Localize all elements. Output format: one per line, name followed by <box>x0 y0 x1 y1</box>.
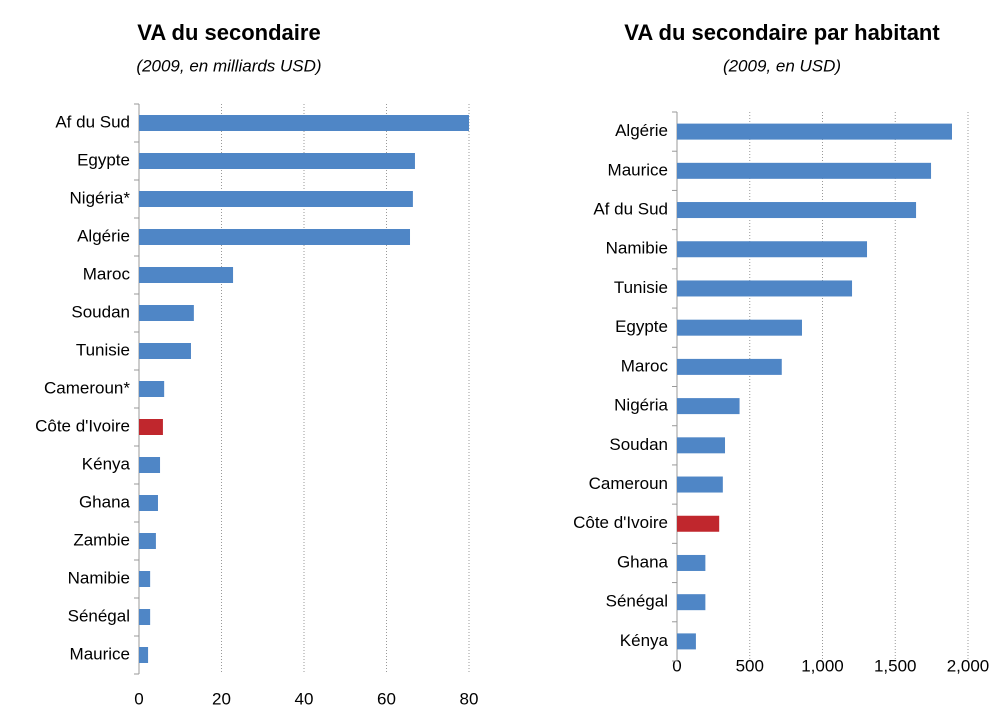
bar <box>139 609 151 625</box>
bar <box>139 571 151 587</box>
y-tick-label: Sénégal <box>68 606 130 625</box>
bar <box>139 533 156 549</box>
x-tick-label: 1,500 <box>874 656 917 675</box>
y-tick-label: Soudan <box>609 435 668 454</box>
y-tick-label: Soudan <box>71 302 130 321</box>
y-tick-label: Côte d'Ivoire <box>573 513 668 532</box>
y-tick-label: Namibie <box>606 239 668 258</box>
y-tick-label: Kénya <box>620 631 669 650</box>
y-tick-label: Zambie <box>73 530 130 549</box>
chart-title: VA du secondaire <box>137 20 320 45</box>
y-tick-label: Algérie <box>615 121 668 140</box>
bar <box>677 554 706 571</box>
x-tick-label: 0 <box>672 656 681 675</box>
x-tick-label: 40 <box>295 689 314 708</box>
bar <box>139 647 149 663</box>
y-tick-label: Tunisie <box>76 340 130 359</box>
y-tick-label: Cameroun* <box>44 378 130 397</box>
bar <box>677 358 782 375</box>
y-tick-label: Maurice <box>70 644 130 663</box>
bar <box>677 241 868 258</box>
bar <box>677 594 706 611</box>
bar <box>139 191 413 207</box>
chart-title: VA du secondaire par habitant <box>624 20 940 45</box>
y-tick-label: Nigéria* <box>70 188 131 207</box>
y-tick-label: Nigéria <box>614 396 668 415</box>
y-tick-label: Côte d'Ivoire <box>35 416 130 435</box>
y-tick-label: Ghana <box>79 492 131 511</box>
bar <box>139 153 415 169</box>
x-tick-label: 60 <box>377 689 396 708</box>
bar <box>677 280 853 297</box>
chart-subtitle: (2009, en USD) <box>723 56 841 75</box>
bar <box>677 202 917 219</box>
bar <box>677 633 696 650</box>
x-tick-label: 0 <box>134 689 143 708</box>
y-tick-label: Algérie <box>77 226 130 245</box>
bar <box>139 495 158 511</box>
bar <box>139 305 194 321</box>
y-tick-label: Maroc <box>83 264 131 283</box>
bar <box>139 115 469 131</box>
bar <box>677 515 720 532</box>
y-tick-label: Egypte <box>615 317 668 336</box>
bar <box>139 343 191 359</box>
bar <box>677 476 723 493</box>
bar <box>677 437 726 454</box>
bar <box>139 229 411 245</box>
y-tick-label: Af du Sud <box>593 200 668 219</box>
y-tick-label: Namibie <box>68 568 130 587</box>
chart-subtitle: (2009, en milliards USD) <box>136 56 321 75</box>
y-tick-label: Sénégal <box>606 592 668 611</box>
y-tick-label: Af du Sud <box>55 112 130 131</box>
bar <box>677 123 952 140</box>
y-tick-label: Cameroun <box>589 474 668 493</box>
bar <box>139 457 161 473</box>
x-tick-label: 20 <box>212 689 231 708</box>
y-tick-label: Ghana <box>617 552 669 571</box>
x-tick-label: 1,000 <box>801 656 844 675</box>
x-tick-label: 500 <box>736 656 764 675</box>
bar <box>677 398 740 415</box>
bar <box>139 267 234 283</box>
bar <box>139 419 163 435</box>
y-tick-label: Maroc <box>621 356 669 375</box>
bar <box>677 162 932 179</box>
x-tick-label: 2,000 <box>947 656 990 675</box>
x-tick-label: 80 <box>460 689 479 708</box>
y-tick-label: Maurice <box>608 160 668 179</box>
y-tick-label: Tunisie <box>614 278 668 297</box>
bar <box>677 319 802 336</box>
y-tick-label: Egypte <box>77 150 130 169</box>
y-tick-label: Kénya <box>82 454 131 473</box>
bar <box>139 381 165 397</box>
